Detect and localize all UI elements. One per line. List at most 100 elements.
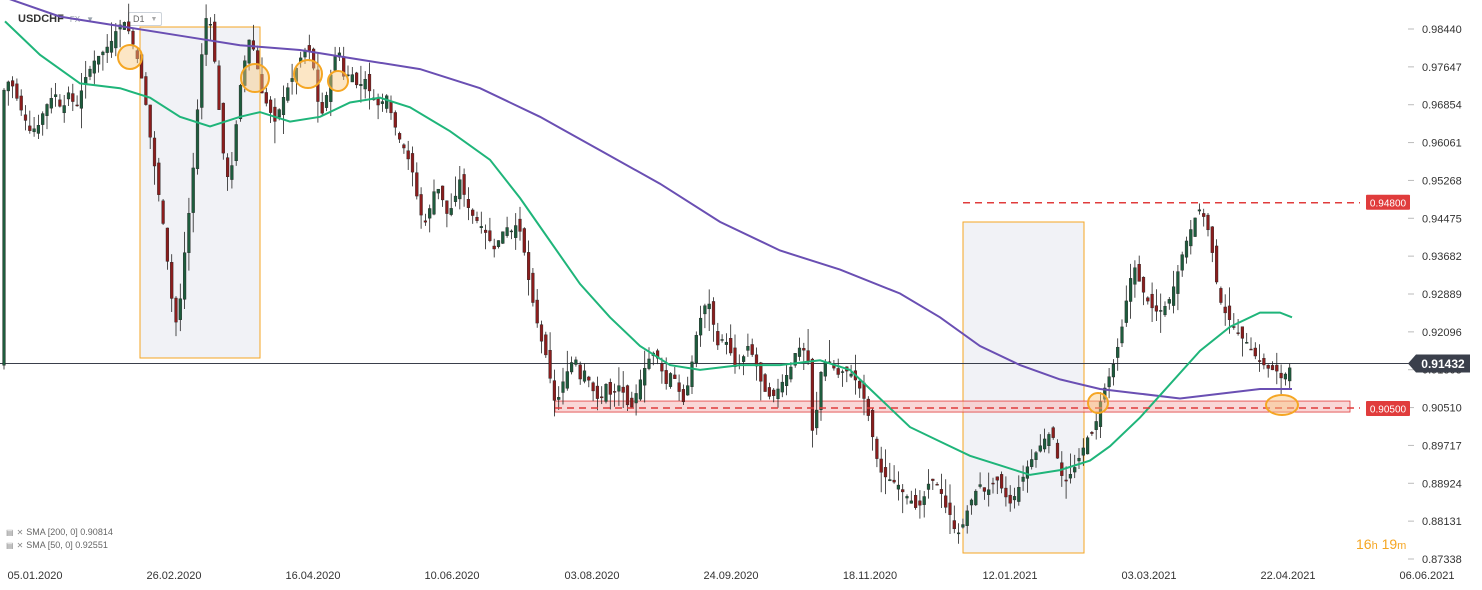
candle-body (677, 382, 681, 392)
candle-body (720, 339, 724, 341)
legend-sma50[interactable]: ▤ ✕ SMA [50, 0] 0.92551 (6, 539, 113, 552)
candle-body (1214, 245, 1219, 283)
candle-body (462, 174, 466, 195)
candle-body (565, 371, 569, 389)
candle-body (647, 358, 651, 369)
candle-body (234, 124, 238, 162)
candle-body (1073, 467, 1077, 473)
candle-body (1167, 299, 1171, 304)
candle-body (552, 380, 556, 401)
x-tick-label: 06.06.2021 (1399, 570, 1454, 582)
resistance-price-tag-box (1366, 194, 1410, 210)
candle-body (668, 373, 673, 387)
candle-body (793, 353, 797, 366)
candle-body (883, 467, 888, 478)
candle-body (591, 382, 595, 392)
candle-body (1081, 447, 1085, 456)
remove-icon[interactable]: ✕ (16, 528, 24, 537)
candle-body (694, 335, 698, 364)
candle-body (247, 39, 251, 64)
candle-body (1068, 474, 1072, 479)
candle-body (509, 230, 513, 233)
candle-body (892, 479, 896, 483)
candle-body (557, 397, 561, 400)
candle-body (243, 60, 247, 86)
candle-body (445, 200, 449, 214)
candle-body (204, 18, 208, 55)
candle-body (1090, 431, 1094, 434)
candle-body (987, 489, 991, 495)
candle-body (974, 490, 978, 506)
legend-sma200[interactable]: ▤ ✕ SMA [200, 0] 0.90814 (6, 526, 113, 539)
candle-body (367, 74, 372, 92)
candle-body (49, 98, 53, 109)
candle-body (148, 104, 152, 138)
candle-body (45, 104, 49, 116)
candle-body (544, 334, 548, 356)
candle-body (260, 74, 264, 94)
candle-body (643, 367, 647, 386)
y-tick-label: 0.88131 (1422, 516, 1462, 528)
candle-body (1197, 209, 1201, 212)
y-tick-label: 0.92889 (1422, 289, 1462, 301)
candle-body (716, 331, 720, 346)
candle-body (1154, 305, 1158, 312)
candle-body (307, 45, 311, 51)
settings-icon[interactable]: ▤ (6, 541, 14, 550)
candle-body (767, 387, 771, 397)
candle-body (2, 89, 6, 366)
touch-circle (240, 63, 270, 93)
candle-body (548, 349, 552, 379)
candle-body (1219, 288, 1223, 303)
candle-body (772, 389, 776, 396)
candle-body (1176, 271, 1180, 294)
candle-body (144, 76, 148, 105)
candle-body (1128, 278, 1133, 302)
candle-body (6, 81, 10, 92)
candle-body (96, 55, 101, 65)
candle-body (449, 208, 453, 215)
y-tick-label: 0.92096 (1422, 327, 1462, 339)
candle-body (36, 125, 40, 134)
candle-body (600, 396, 604, 399)
y-tick-label: 0.89717 (1422, 440, 1462, 452)
candle-body (978, 484, 982, 487)
candle-body (269, 99, 273, 113)
candle-body (969, 499, 974, 506)
candle-body (1262, 358, 1266, 366)
candle-body (707, 303, 711, 310)
candle-body (221, 102, 225, 154)
candle-body (1064, 479, 1068, 482)
candle-body (703, 305, 707, 315)
candle-body (187, 213, 191, 253)
candle-body (1253, 347, 1257, 357)
symbol-dropdown-icon[interactable]: ▼ (86, 14, 94, 24)
candle-body (1270, 365, 1275, 371)
candle-body (729, 338, 733, 354)
candle-body (277, 109, 281, 118)
candle-body (1137, 263, 1141, 282)
x-tick-label: 10.06.2020 (424, 570, 479, 582)
candle-body (1206, 214, 1210, 231)
candle-body (952, 520, 956, 530)
candle-body (428, 208, 432, 219)
symbol-label[interactable]: USDCHF (18, 13, 64, 25)
candle-body (574, 359, 578, 365)
candle-body (79, 90, 83, 109)
candle-body (1193, 217, 1197, 237)
candle-body (1180, 254, 1184, 271)
candle-body (135, 50, 139, 59)
candle-body (320, 102, 324, 114)
remove-icon[interactable]: ✕ (16, 541, 24, 550)
settings-icon[interactable]: ▤ (6, 528, 14, 537)
candle-body (393, 112, 397, 128)
candle-body (1150, 293, 1154, 309)
y-tick-label: 0.96061 (1422, 138, 1462, 150)
candle-body (28, 125, 32, 131)
candle-body (944, 495, 948, 508)
candle-body (995, 476, 999, 481)
candle-body (191, 167, 195, 213)
candle-body (630, 397, 634, 408)
candle-body (539, 324, 544, 342)
